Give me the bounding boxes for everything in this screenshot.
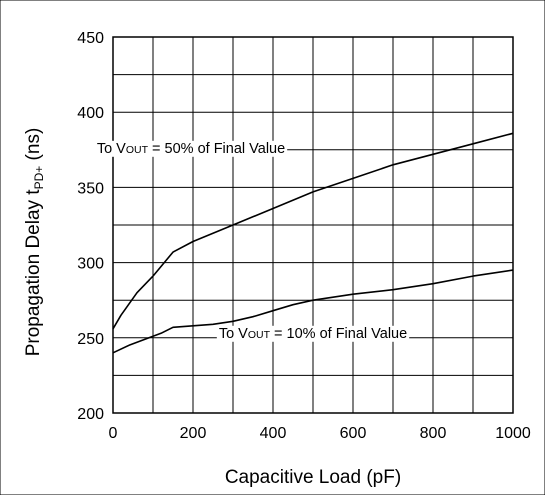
series-line-50pct [112, 132, 514, 330]
annotation-50pct: To VOUT = 50% of Final Value [94, 140, 288, 157]
y-tick-label: 350 [77, 180, 104, 197]
y-tick-label: 200 [77, 406, 104, 423]
x-tick-label: 800 [420, 425, 447, 442]
x-tick-label: 1000 [495, 425, 531, 442]
x-tick-label: 400 [260, 425, 287, 442]
annotation-10pct: To VOUT = 10% of Final Value [216, 325, 410, 342]
annotation-prefix: To V [97, 141, 126, 157]
x-tick-label: 600 [340, 425, 367, 442]
y-tick-label: 400 [77, 105, 104, 122]
annotation-suffix: = 50% of Final Value [148, 141, 285, 157]
y-tick-label: 450 [77, 30, 104, 47]
annotation-text: To VOUT = 50% of Final Value [97, 141, 285, 157]
x-axis-title: Capacitive Load (pF) [225, 467, 401, 488]
y-tick-labels: 200 250 300 350 400 450 [77, 30, 104, 423]
x-tick-labels: 0 200 400 600 800 1000 [109, 425, 531, 442]
annotation-background [94, 140, 288, 157]
plot-frame [112, 36, 514, 414]
annotation-subscript: OUT [248, 329, 271, 341]
annotation-text: To VOUT = 10% of Final Value [219, 326, 407, 342]
y-axis-title-main: Propagation Delay [23, 195, 44, 357]
y-axis-title-subscript: PD+ [32, 166, 46, 190]
y-axis-title-unit: (ns) [23, 128, 44, 166]
x-tick-label: 0 [109, 425, 118, 442]
series-lines [112, 132, 514, 354]
y-tick-label: 300 [77, 256, 104, 273]
y-tick-label: 250 [77, 331, 104, 348]
x-tick-label: 200 [180, 425, 207, 442]
series-line-10pct [112, 269, 514, 354]
y-axis-title-symbol: t [23, 189, 44, 195]
annotation-suffix: = 10% of Final Value [270, 326, 407, 342]
annotation-background [216, 325, 410, 342]
y-axis-title: Propagation Delay tPD+ (ns) [23, 128, 46, 357]
annotation-subscript: OUT [126, 144, 149, 156]
annotation-prefix: To V [219, 326, 248, 342]
